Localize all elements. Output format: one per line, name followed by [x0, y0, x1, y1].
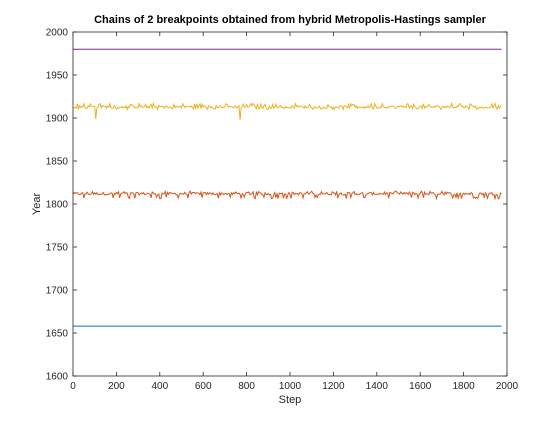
chain-line-2 — [72, 189, 502, 201]
x-tick-label: 200 — [108, 381, 125, 392]
x-tick-label: 0 — [70, 381, 76, 392]
y-tick-label: 1750 — [46, 243, 69, 254]
x-axis-label: Step — [279, 394, 302, 406]
y-tick-label: 1900 — [46, 114, 69, 125]
y-tick-label: 1950 — [46, 71, 69, 82]
x-tick-label: 800 — [238, 381, 255, 392]
x-tick-label: 1200 — [322, 381, 345, 392]
x-tick-label: 1800 — [452, 381, 475, 392]
x-tick-label: 1000 — [279, 381, 302, 392]
y-ticks: 1600 1650 1700 1750 1800 1850 1900 1950 2000 — [46, 28, 507, 383]
chain-line-3 — [72, 101, 502, 120]
y-axis-label: Year — [31, 193, 43, 216]
y-tick-label: 1600 — [46, 372, 69, 383]
plot-lines — [72, 48, 502, 327]
y-tick-label: 2000 — [46, 28, 69, 39]
axes-box — [72, 31, 508, 377]
y-tick-label: 1700 — [46, 286, 69, 297]
x-tick-label: 400 — [151, 381, 168, 392]
x-tick-label: 2000 — [496, 381, 519, 392]
y-tick-label: 1800 — [46, 200, 69, 211]
y-tick-label: 1650 — [46, 329, 69, 340]
chart-title: Chains of 2 breakpoints obtained from hy… — [94, 14, 486, 26]
x-tick-label: 600 — [195, 381, 212, 392]
y-tick-label: 1850 — [46, 157, 69, 168]
x-ticks: 0 200 400 600 800 1000 1200 1400 1600 1800 2000 — [70, 32, 519, 392]
x-tick-label: 1600 — [409, 381, 432, 392]
x-tick-label: 1400 — [366, 381, 389, 392]
